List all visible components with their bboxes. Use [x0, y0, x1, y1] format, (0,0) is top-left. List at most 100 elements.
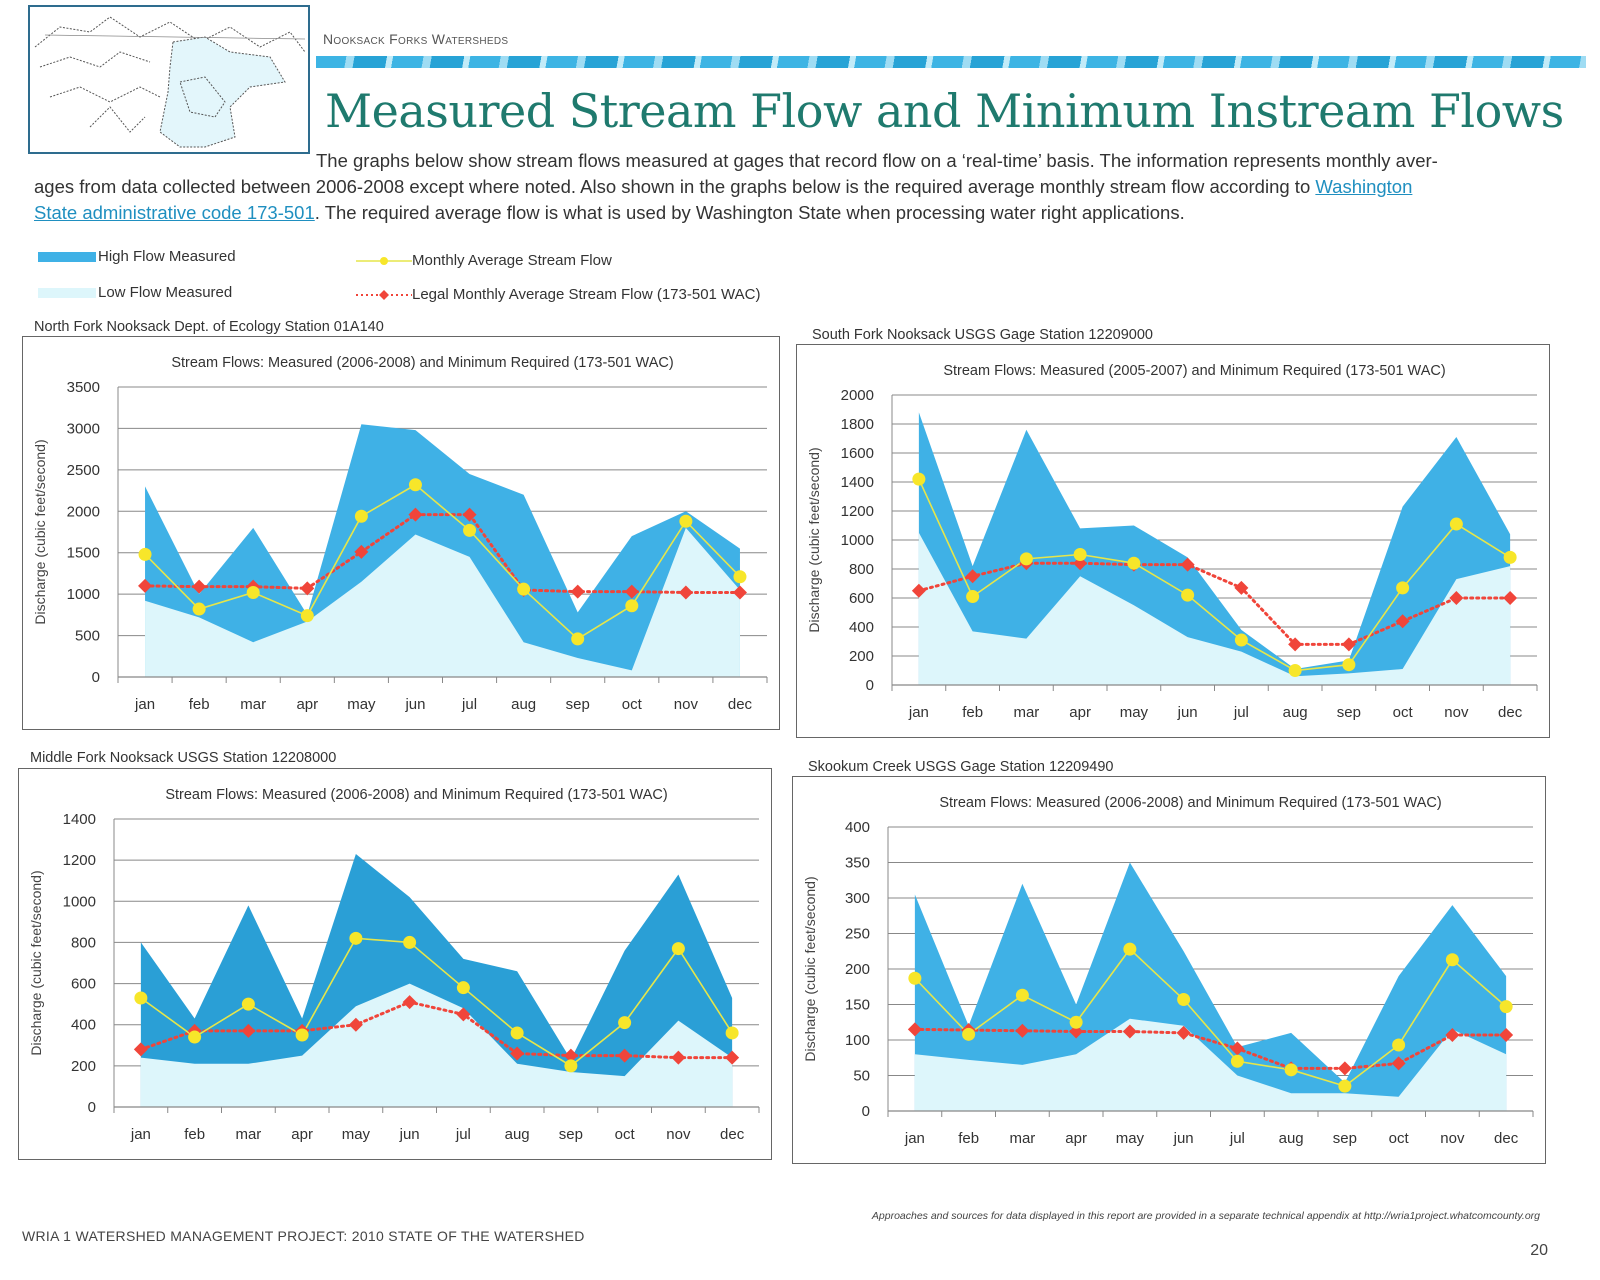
x-tick-label: jul — [461, 696, 477, 713]
legend-low-label: Low Flow Measured — [98, 284, 233, 301]
x-tick-label: jun — [404, 696, 425, 713]
legal-flow-marker — [563, 1048, 578, 1063]
x-tick-label: jul — [1229, 1130, 1245, 1147]
x-tick-label: oct — [622, 696, 643, 713]
monthly-average-marker — [908, 971, 922, 985]
chart-title: Stream Flows: Measured (2006-2008) and M… — [939, 795, 1441, 811]
x-tick-label: feb — [189, 696, 210, 713]
y-tick-label: 2000 — [67, 503, 100, 520]
chart-caption-middle-fork: Middle Fork Nooksack USGS Station 122080… — [30, 750, 337, 766]
decorative-water-band — [316, 56, 1586, 68]
x-tick-label: feb — [962, 704, 983, 721]
legal-flow-marker — [1176, 1025, 1191, 1040]
legal-flow-marker — [911, 583, 926, 598]
y-tick-label: 600 — [849, 590, 874, 607]
chart-svg: Stream Flows: Measured (2005-2007) and M… — [806, 363, 1538, 721]
monthly-average-marker — [295, 1028, 309, 1042]
intro-line-3: State administrative code 173-501. The r… — [34, 202, 1185, 224]
y-tick-label: 800 — [71, 934, 96, 951]
monthly-average-marker — [349, 931, 363, 945]
monthly-average-line — [140, 937, 733, 1067]
monthly-average-marker — [1449, 517, 1463, 531]
x-tick-label: feb — [958, 1130, 979, 1147]
y-tick-label: 3000 — [67, 420, 100, 437]
legal-flow-marker — [907, 1022, 922, 1037]
monthly-average-marker — [571, 632, 585, 646]
monthly-average-marker — [1338, 1079, 1352, 1093]
monthly-average-marker — [1396, 581, 1410, 595]
x-tick-label: mar — [235, 1126, 261, 1143]
intro-line-3-text: . The required average flow is what is u… — [314, 202, 1185, 223]
x-tick-label: jul — [455, 1126, 471, 1143]
monthly-average-marker — [679, 514, 693, 528]
legal-flow-marker — [1015, 1023, 1030, 1038]
y-tick-label: 0 — [92, 669, 100, 686]
monthly-average-marker — [671, 942, 685, 956]
chart-middle-fork: Stream Flows: Measured (2006-2008) and M… — [18, 768, 772, 1160]
legal-flow-marker — [456, 1007, 471, 1022]
monthly-average-marker — [1503, 550, 1517, 564]
monthly-average-marker — [510, 1026, 524, 1040]
monthly-average-marker — [912, 472, 926, 486]
legend-high-flow: High Flow Measured — [38, 248, 236, 265]
x-tick-label: sep — [566, 696, 590, 713]
red-dotted-diamond-icon — [356, 289, 412, 300]
low-flow-area — [918, 532, 1511, 685]
monthly-average-marker — [1181, 588, 1195, 602]
monthly-average-marker — [354, 509, 368, 523]
legal-flow-marker — [354, 544, 369, 559]
y-tick-label: 1400 — [63, 811, 96, 828]
chart-caption-south-fork: South Fork Nooksack USGS Gage Station 12… — [812, 327, 1153, 343]
x-tick-label: aug — [505, 1126, 530, 1143]
x-tick-label: may — [1116, 1130, 1145, 1147]
monthly-average-line — [918, 478, 1511, 672]
high-flow-area — [914, 862, 1507, 1111]
monthly-average-marker — [192, 602, 206, 616]
footer-source-note: Approaches and sources for data displaye… — [871, 1210, 1540, 1222]
footer-project-title: WRIA 1 WATERSHED MANAGEMENT PROJECT: 201… — [22, 1228, 585, 1244]
wac-link-part-2[interactable]: State administrative code 173-501 — [34, 202, 315, 223]
intro-line-1: The graphs below show stream flows measu… — [316, 150, 1438, 171]
y-tick-label: 300 — [845, 890, 870, 907]
legal-flow-marker — [732, 585, 747, 600]
monthly-average-marker — [408, 478, 422, 492]
legend-legal-flow: Legal Monthly Average Stream Flow (173-5… — [356, 286, 761, 303]
monthly-average-marker — [564, 1059, 578, 1073]
monthly-average-marker — [625, 599, 639, 613]
legal-flow-marker — [678, 585, 693, 600]
chart-caption-skookum: Skookum Creek USGS Gage Station 12209490 — [808, 759, 1114, 775]
low-flow-swatch — [38, 287, 96, 298]
legal-flow-marker — [1449, 591, 1464, 605]
intro-line-2: ages from data collected between 2006-20… — [34, 176, 1412, 198]
legal-flow-marker — [241, 1023, 256, 1038]
monthly-average-marker — [1288, 664, 1302, 677]
x-tick-label: feb — [184, 1126, 205, 1143]
y-tick-label: 1600 — [841, 445, 874, 462]
legal-flow-marker — [408, 507, 423, 522]
legal-flow-marker — [624, 584, 639, 599]
x-tick-label: jan — [130, 1126, 151, 1143]
y-tick-label: 400 — [71, 1017, 96, 1034]
x-tick-label: apr — [1065, 1130, 1087, 1147]
chart-svg: Stream Flows: Measured (2006-2008) and M… — [802, 795, 1534, 1147]
legend-avg-label: Monthly Average Stream Flow — [412, 252, 612, 269]
x-tick-label: mar — [1013, 704, 1039, 721]
x-tick-label: sep — [1333, 1130, 1357, 1147]
legal-flow-marker — [617, 1048, 632, 1063]
x-tick-label: jun — [1173, 1130, 1194, 1147]
x-tick-label: mar — [240, 696, 266, 713]
y-tick-label: 400 — [849, 619, 874, 636]
legal-flow-marker — [1395, 614, 1410, 629]
legal-flow-marker — [1341, 637, 1356, 652]
watershed-map-outline — [34, 16, 306, 148]
x-tick-label: aug — [1283, 704, 1308, 721]
y-tick-label: 150 — [845, 997, 870, 1014]
x-tick-label: aug — [511, 696, 536, 713]
monthly-average-marker — [1342, 658, 1356, 672]
monthly-average-marker — [241, 997, 255, 1011]
y-tick-label: 500 — [75, 628, 100, 645]
monthly-average-marker — [618, 1016, 632, 1030]
monthly-average-marker — [1069, 1015, 1083, 1029]
wac-link-part-1[interactable]: Washington — [1315, 176, 1413, 197]
monthly-average-marker — [517, 582, 531, 596]
